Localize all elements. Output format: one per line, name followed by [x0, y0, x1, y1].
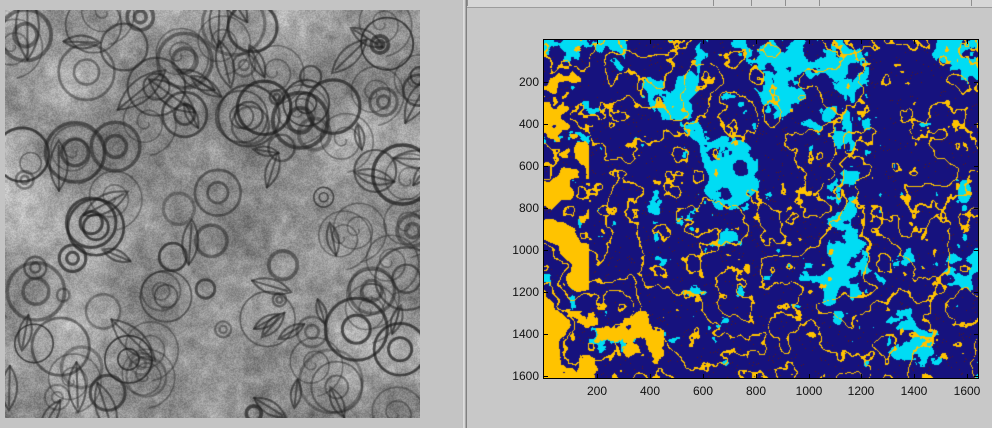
grayscale-image-panel: [0, 0, 462, 428]
x-tick-mark: [650, 374, 651, 378]
toolbar-divider: [467, 0, 468, 6]
toolbar-divider: [819, 0, 820, 6]
y-tick-mark: [544, 208, 548, 209]
y-tick-label: 1600: [512, 369, 539, 383]
toolbar-divider: [713, 0, 714, 6]
x-tick-mark: [861, 40, 862, 44]
y-tick-label: 400: [518, 117, 539, 131]
y-tick-mark: [974, 166, 978, 167]
x-tick-mark: [967, 40, 968, 44]
x-tick-mark: [650, 40, 651, 44]
clustered-image-axes[interactable]: [543, 39, 979, 379]
x-tick-mark: [967, 374, 968, 378]
y-tick-mark: [544, 166, 548, 167]
y-tick-label: 200: [518, 75, 539, 89]
y-tick-mark: [974, 376, 978, 377]
y-tick-mark: [974, 124, 978, 125]
grayscale-floral-image: [5, 10, 420, 418]
x-tick-mark: [597, 40, 598, 44]
y-tick-label: 800: [518, 201, 539, 215]
y-tick-mark: [974, 82, 978, 83]
x-tick-mark: [756, 374, 757, 378]
x-tick-label: 600: [692, 384, 714, 398]
x-tick-label: 400: [639, 384, 661, 398]
y-tick-mark: [974, 208, 978, 209]
x-tick-label: 1000: [795, 384, 823, 398]
x-tick-mark: [861, 374, 862, 378]
y-tick-mark: [544, 250, 548, 251]
x-tick-mark: [703, 40, 704, 44]
y-tick-mark: [974, 334, 978, 335]
x-tick-mark: [756, 40, 757, 44]
y-tick-mark: [544, 334, 548, 335]
y-tick-mark: [544, 292, 548, 293]
y-tick-mark: [544, 376, 548, 377]
x-tick-label: 800: [745, 384, 767, 398]
x-tick-mark: [914, 40, 915, 44]
toolbar-divider: [785, 0, 786, 6]
x-tick-label: 1200: [847, 384, 875, 398]
x-tick-mark: [703, 374, 704, 378]
y-tick-label: 1400: [512, 327, 539, 341]
x-tick-mark: [914, 374, 915, 378]
y-tick-mark: [974, 250, 978, 251]
y-tick-mark: [544, 82, 548, 83]
panel-splitter[interactable]: [462, 0, 467, 428]
clustered-image-map: [544, 40, 978, 378]
x-tick-label: 1400: [900, 384, 928, 398]
figure-toolbar-strip: [467, 0, 992, 8]
y-tick-label: 1200: [512, 285, 539, 299]
toolbar-divider: [971, 0, 972, 6]
y-tick-mark: [544, 124, 548, 125]
y-tick-label: 600: [518, 159, 539, 173]
y-tick-label: 1000: [512, 243, 539, 257]
figure-panel: 200 400 600 800 1000 1200 1400 1600 200 400 600 800…: [467, 0, 992, 428]
x-tick-label: 200: [586, 384, 608, 398]
x-tick-label: 1600: [953, 384, 981, 398]
y-tick-mark: [974, 292, 978, 293]
toolbar-divider: [751, 0, 752, 6]
x-tick-mark: [809, 374, 810, 378]
x-tick-mark: [597, 374, 598, 378]
x-tick-mark: [809, 40, 810, 44]
